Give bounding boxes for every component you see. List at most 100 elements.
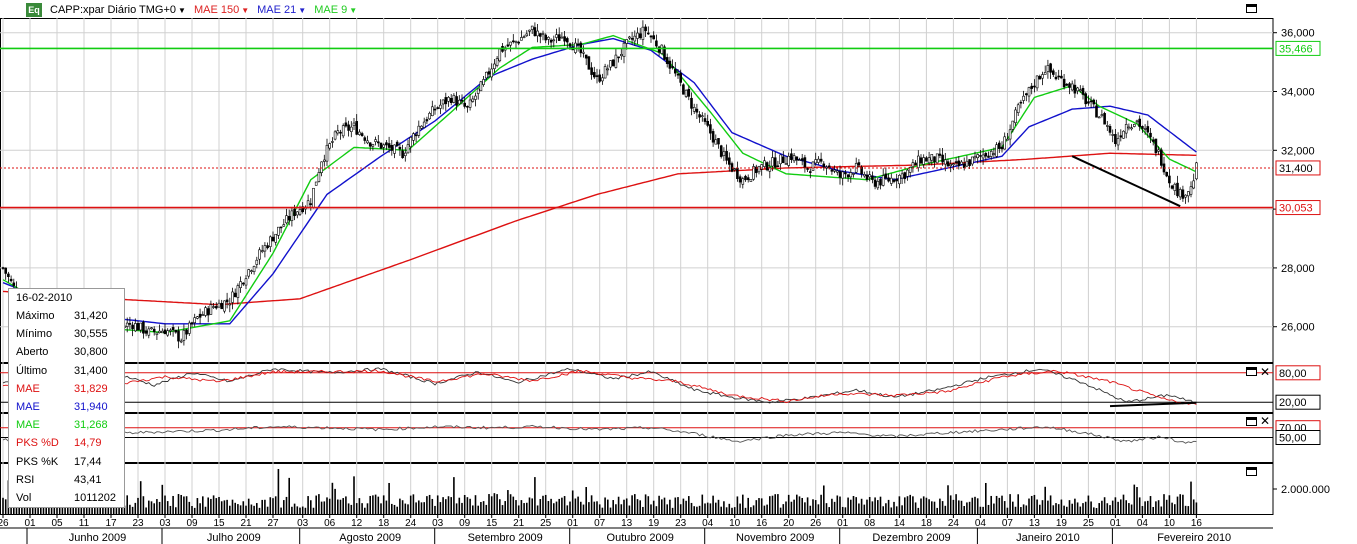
candle-body — [690, 97, 693, 109]
volume-bar — [976, 498, 979, 514]
volume-bar — [1184, 505, 1187, 514]
candle-body — [493, 63, 496, 70]
candle-body — [563, 36, 566, 42]
candle-body — [938, 153, 942, 156]
candle-body — [754, 166, 758, 174]
candle-body — [987, 155, 990, 158]
volume-bar — [258, 507, 261, 514]
candle-body — [1160, 149, 1163, 166]
candle — [171, 324, 175, 337]
volume-bar — [769, 496, 771, 514]
volume-bar — [1103, 497, 1106, 514]
volume-bar — [1133, 484, 1136, 514]
volume-bar — [1190, 481, 1192, 514]
candle — [1035, 75, 1039, 91]
candle-body — [201, 314, 205, 316]
candle-body — [1, 267, 5, 269]
candle-body — [968, 159, 971, 166]
candle — [606, 64, 610, 76]
candle-body — [128, 323, 132, 325]
volume-bar — [56, 503, 58, 514]
candle — [970, 156, 974, 167]
dropdown-arrow-icon[interactable]: ▼ — [241, 6, 250, 15]
maximize-rsi-panel-icon[interactable] — [1246, 417, 1257, 426]
candle-body — [617, 56, 620, 59]
candle-body — [1003, 136, 1007, 150]
candle — [204, 305, 207, 318]
volume-bar — [1014, 506, 1017, 514]
candle — [744, 174, 747, 182]
candle — [914, 160, 917, 166]
volume-bar — [987, 504, 990, 514]
volume-bar — [358, 498, 361, 514]
candle — [679, 69, 683, 87]
candle-body — [179, 340, 183, 343]
candle — [244, 275, 248, 289]
maximize-volume-panel-icon[interactable] — [1246, 467, 1257, 476]
candle-body — [806, 168, 809, 170]
info-value: 17,44 — [74, 455, 102, 468]
candle — [328, 142, 332, 151]
volume-bars — [2, 469, 1198, 514]
y-tick-label: 34,000 — [1281, 87, 1315, 99]
equity-icon[interactable]: Eq — [26, 3, 42, 17]
volume-bar — [885, 503, 887, 514]
candle — [1049, 62, 1052, 80]
candle-body — [390, 145, 394, 151]
candle-body — [997, 142, 1001, 149]
x-tick-label: 24 — [948, 518, 960, 529]
candle — [131, 321, 134, 337]
candle — [663, 44, 666, 60]
volume-bar — [23, 502, 26, 514]
volume-bar — [256, 503, 258, 514]
dropdown-arrow-icon[interactable]: ▼ — [298, 6, 307, 15]
candle — [341, 123, 345, 139]
volume-bar — [763, 505, 766, 514]
y-tick-label: 28,000 — [1281, 263, 1315, 275]
volume-bar — [607, 499, 609, 514]
candle-body — [781, 156, 785, 163]
mae150-label[interactable]: MAE 150 ▼ — [193, 4, 250, 16]
volume-bar — [925, 497, 928, 514]
candle — [655, 34, 658, 49]
candle-body — [225, 299, 229, 303]
maximize-pks-panel-icon[interactable] — [1246, 367, 1257, 376]
volume-bar — [1160, 506, 1163, 514]
candle-body — [1151, 139, 1155, 142]
volume-bar — [612, 500, 614, 514]
candle — [989, 149, 993, 160]
volume-bar — [671, 507, 674, 514]
candle — [285, 208, 288, 225]
candle — [422, 117, 426, 128]
candle — [933, 156, 936, 168]
candle — [198, 308, 202, 325]
volume-bar — [493, 493, 496, 514]
volume-bar — [812, 499, 814, 514]
candle — [692, 103, 696, 114]
dropdown-arrow-icon[interactable]: ▼ — [349, 6, 358, 15]
volume-bar — [1079, 506, 1082, 514]
candle — [1138, 115, 1141, 131]
candle-body — [1065, 83, 1069, 86]
candle-body — [1178, 189, 1182, 198]
volume-bar — [515, 500, 517, 514]
maximize-price-panel-icon[interactable] — [1246, 4, 1257, 13]
candle-body — [601, 77, 604, 82]
candle-body — [549, 39, 553, 43]
candle — [754, 164, 758, 178]
close-rsi-panel-icon[interactable]: ✕ — [1260, 414, 1271, 428]
volume-bar — [715, 502, 717, 514]
candle — [984, 152, 988, 161]
close-pks-panel-icon[interactable]: ✕ — [1260, 365, 1271, 379]
candle — [1187, 191, 1190, 203]
dropdown-arrow-icon[interactable]: ▼ — [178, 6, 186, 15]
candle — [412, 132, 415, 145]
candle — [1060, 69, 1063, 79]
volume-bar — [1068, 500, 1071, 514]
mae21-label[interactable]: MAE 21 ▼ — [257, 4, 307, 16]
mae9-label[interactable]: MAE 9 ▼ — [314, 4, 358, 16]
candle — [414, 131, 418, 143]
volume-bar — [372, 495, 374, 514]
symbol-label[interactable]: CAPP:xpar Diário TMG+0 ▼ — [50, 4, 186, 16]
